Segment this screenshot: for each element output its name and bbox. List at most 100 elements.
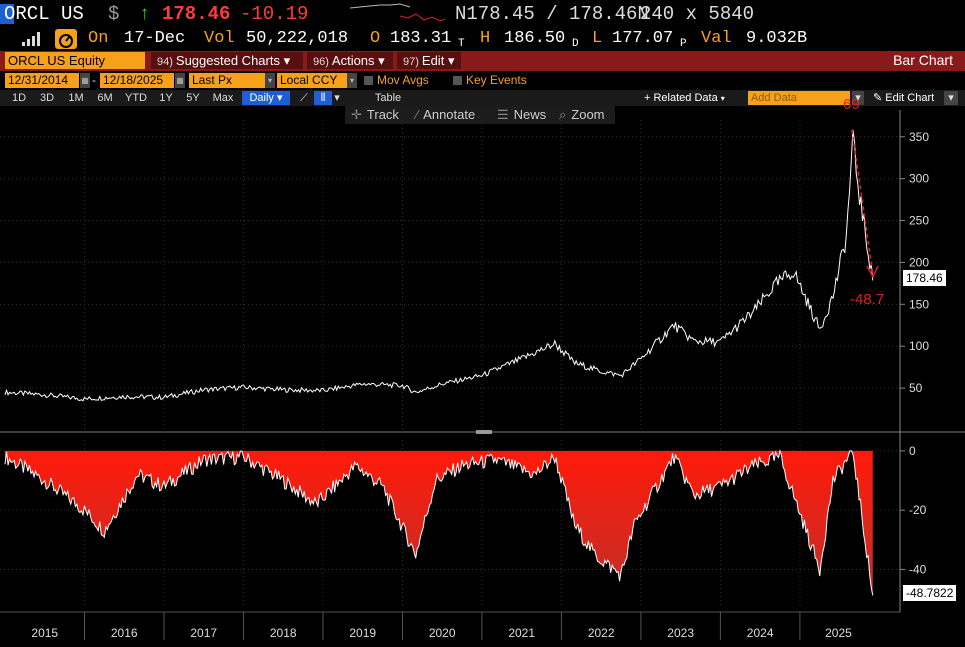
y-tick-label: 300: [909, 172, 929, 186]
chevron-down-icon[interactable]: ▾: [334, 92, 340, 104]
axes: 50 100 150 200 250 300 350 0 -20 -40 2015 2016 2017 2…: [0, 110, 965, 640]
chevron-down-icon[interactable]: ▾: [347, 73, 357, 88]
drawdown-arrow-line: [851, 129, 874, 276]
end-date-field[interactable]: 12/18/2025: [100, 73, 174, 88]
news-icon: ☰: [497, 107, 509, 122]
annotate-label: Annotate: [423, 107, 476, 122]
news-button[interactable]: ☰ News: [497, 107, 546, 123]
year-label: 2021: [508, 626, 535, 640]
edit-label: Edit: [421, 53, 445, 68]
period-1m[interactable]: 1M: [68, 92, 84, 104]
zoom-label: Zoom: [571, 107, 605, 122]
currency-select[interactable]: Local CCY: [277, 73, 349, 88]
signal-bars-icon: [22, 32, 40, 46]
y-tick-label: 150: [909, 297, 929, 311]
edit-number: 97): [403, 56, 419, 68]
y-tick-label: 50: [909, 381, 923, 395]
year-label: 2022: [588, 626, 615, 640]
year-label: 2016: [111, 626, 138, 640]
splitter-handle: [476, 430, 492, 434]
zoom-button[interactable]: ⌕ Zoom: [559, 107, 605, 123]
price-change: -10.19: [240, 3, 309, 25]
related-data-label: + Related Data: [644, 92, 718, 104]
edit-chart-label: Edit Chart: [885, 92, 935, 104]
period-max[interactable]: Max: [212, 92, 234, 104]
y-tick-label: 0: [909, 444, 916, 458]
ticker-symbol[interactable]: ORCL US: [4, 3, 84, 25]
track-button[interactable]: ✛ Track: [351, 107, 399, 123]
mov-avgs-checkbox[interactable]: [364, 76, 373, 85]
calendar-icon[interactable]: ▦: [80, 73, 90, 88]
high-source: D: [572, 38, 579, 50]
related-data-button[interactable]: + Related Data ▾: [644, 91, 725, 106]
year-label: 2019: [349, 626, 376, 640]
field-select[interactable]: Last Px: [189, 73, 269, 88]
annotate-button[interactable]: ∕ Annotate: [416, 107, 475, 123]
period-6m[interactable]: 6M: [97, 92, 113, 104]
bar-chart-icon[interactable]: ⫴: [314, 91, 332, 105]
add-data-input[interactable]: Add Data: [748, 91, 850, 105]
period-1d[interactable]: 1D: [11, 92, 27, 104]
year-label: 2024: [747, 626, 774, 640]
chevron-down-icon[interactable]: ▾: [944, 91, 958, 105]
start-date-field[interactable]: 12/31/2014: [5, 73, 79, 88]
price-panel[interactable]: [4, 129, 874, 402]
on-label: On: [88, 29, 109, 48]
text-cursor: [0, 4, 14, 24]
magnifier-icon: ⌕: [559, 107, 567, 122]
sparkline-icon: [350, 3, 445, 22]
period-1y[interactable]: 1Y: [159, 92, 173, 104]
calendar-icon[interactable]: ▦: [175, 73, 185, 88]
line-chart-icon[interactable]: ⟋: [300, 92, 308, 104]
val-label: Val: [701, 29, 732, 48]
pencil-icon: ✎: [873, 92, 883, 104]
pencil-icon: ∕: [416, 107, 419, 122]
year-label: 2020: [429, 626, 456, 640]
year-label: 2025: [825, 626, 852, 640]
table-button[interactable]: Table: [374, 92, 402, 104]
suggested-charts-label: Suggested Charts: [175, 53, 280, 68]
currency-symbol: $: [108, 3, 120, 25]
drawdown-panel[interactable]: [4, 449, 874, 596]
edit-chart-button[interactable]: ✎ Edit Chart: [873, 91, 934, 105]
period-3d[interactable]: 3D: [39, 92, 55, 104]
vol-label: Vol: [204, 29, 235, 48]
gauge-icon: [55, 29, 77, 49]
price-series-line: [4, 129, 874, 402]
volume-value: 50,222,018: [246, 29, 349, 48]
chevron-down-icon[interactable]: ▾: [265, 73, 275, 88]
key-events-checkbox[interactable]: [453, 76, 462, 85]
period-ytd[interactable]: YTD: [125, 92, 147, 104]
grid: [0, 120, 900, 605]
peak-annotation: 69: [843, 96, 860, 113]
last-price: 178.46: [162, 3, 231, 25]
edit-button[interactable]: 97) Edit ▾: [397, 52, 461, 69]
chart-toolbar: [345, 106, 615, 124]
key-events-label[interactable]: Key Events: [466, 73, 527, 87]
chevron-down-icon[interactable]: ▾: [852, 91, 864, 105]
year-label: 2023: [667, 626, 694, 640]
chart-type-title: Bar Chart: [893, 52, 953, 68]
frequency-label: Daily: [249, 92, 274, 104]
drawdown-tag: -48.7822: [903, 585, 957, 601]
y-tick-label: 100: [909, 339, 929, 353]
security-field[interactable]: ORCL US Equity: [5, 52, 145, 69]
actions-button[interactable]: 96) Actions ▾: [307, 52, 393, 69]
year-label: 2017: [190, 626, 217, 640]
frequency-select[interactable]: Daily ▾: [242, 91, 290, 105]
mov-avgs-label[interactable]: Mov Avgs: [377, 73, 429, 87]
low-label: L: [592, 29, 603, 48]
last-price-tag: 178.46: [903, 270, 946, 286]
year-label: 2015: [31, 626, 58, 640]
open-label: O: [370, 29, 381, 48]
suggested-charts-button[interactable]: 94) Suggested Charts ▾: [151, 52, 303, 69]
period-bar: [0, 90, 965, 106]
arrow-head-icon: [866, 265, 879, 279]
high-value: 186.50: [504, 29, 566, 48]
news-label: News: [513, 107, 547, 122]
drawdown-area: [5, 450, 873, 596]
period-5y[interactable]: 5Y: [186, 92, 200, 104]
open-value: 183.31: [390, 29, 452, 48]
open-source: T: [458, 38, 465, 50]
